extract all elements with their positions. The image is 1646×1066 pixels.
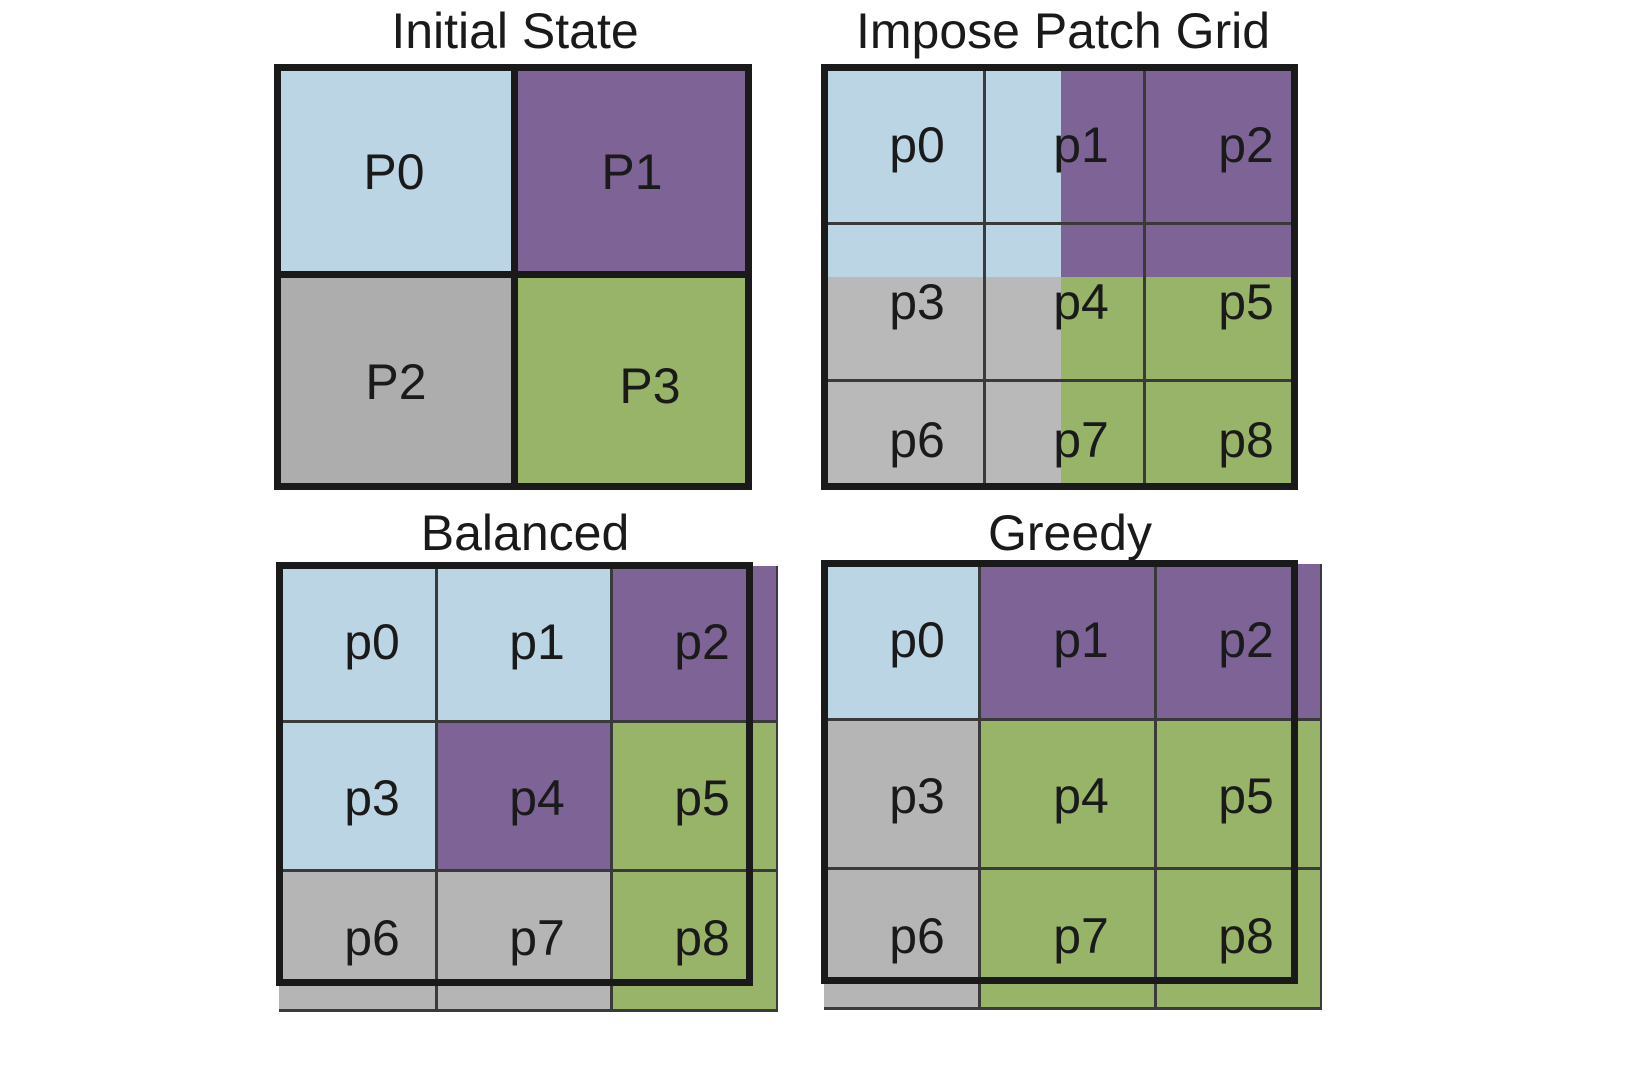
greedy-domain-frame xyxy=(821,560,1298,984)
impose-patch-grid-frame xyxy=(821,64,1298,490)
region-p1 xyxy=(1061,68,1294,277)
balanced-title: Balanced xyxy=(420,505,630,561)
patch-label-p2: p2 xyxy=(1218,117,1274,173)
initial-state-title: Initial State xyxy=(391,3,639,59)
balanced-patch-label-p2: p2 xyxy=(674,614,730,670)
patch-label-p0: p0 xyxy=(889,117,945,173)
balanced-patch-gridline-v1 xyxy=(435,566,438,1010)
greedy-patch-label-p0: p0 xyxy=(889,612,945,668)
impose-patch-grid-title: Impose Patch Grid xyxy=(855,3,1271,59)
balanced-patch-p7 xyxy=(436,870,611,1010)
partition-p3 xyxy=(515,275,748,487)
patch-gridline-v1 xyxy=(983,68,986,487)
patch-label-p7: p7 xyxy=(1053,412,1109,468)
greedy-patch-gridline-h2 xyxy=(824,867,1322,870)
greedy-patch-label-p4: p4 xyxy=(1053,768,1109,824)
patch-label-p4: p4 xyxy=(1053,274,1109,330)
greedy-patch-label-p2: p2 xyxy=(1218,612,1274,668)
balanced-patch-label-p3: p3 xyxy=(344,770,400,826)
greedy-patch-p6 xyxy=(824,868,979,1008)
initial-state-frame xyxy=(274,64,752,490)
region-p3 xyxy=(1061,277,1294,487)
balanced-patch-gridline-h3 xyxy=(279,1009,778,1012)
patch-gridline-h2 xyxy=(825,379,1294,382)
balanced-patch-label-p5: p5 xyxy=(674,770,730,826)
patch-gridline-v2 xyxy=(1143,68,1146,487)
balanced-patch-label-p4: p4 xyxy=(509,770,565,826)
balanced-patch-grid-edge xyxy=(776,566,778,1010)
greedy-title: Greedy xyxy=(988,505,1152,561)
balanced-patch-label-p8: p8 xyxy=(674,910,730,966)
patch-label-p6: p6 xyxy=(889,412,945,468)
balanced-patch-gridline-v2 xyxy=(610,566,613,1010)
greedy-patch-label-p6: p6 xyxy=(889,908,945,964)
partition-label-p0: P0 xyxy=(363,144,425,200)
greedy-patch-label-p7: p7 xyxy=(1053,908,1109,964)
partition-label-p3: P3 xyxy=(619,358,681,414)
balanced-patch-label-p7: p7 xyxy=(509,910,565,966)
greedy-patch-label-p5: p5 xyxy=(1218,768,1274,824)
partition-divider-horizontal xyxy=(277,271,748,278)
balanced-patch-p3 xyxy=(279,721,436,870)
balanced-patch-label-p6: p6 xyxy=(344,910,400,966)
region-p2 xyxy=(825,277,1061,487)
region-p0 xyxy=(825,68,1061,277)
partition-label-p1: P1 xyxy=(601,144,663,200)
balanced-patch-gridline-h1 xyxy=(279,720,778,723)
greedy-patch-gridline-v2 xyxy=(1154,564,1157,1008)
partition-label-p2: P2 xyxy=(365,354,427,410)
greedy-patch-gridline-h3 xyxy=(824,1007,1322,1010)
balanced-patch-label-p1: p1 xyxy=(509,614,565,670)
greedy-patch-p1 xyxy=(979,564,1155,719)
greedy-patch-label-p3: p3 xyxy=(889,768,945,824)
greedy-patch-grid-edge xyxy=(1320,564,1322,1008)
balanced-patch-label-p0: p0 xyxy=(344,614,400,670)
patch-gridline-h1 xyxy=(825,222,1294,225)
greedy-patch-p3 xyxy=(824,719,979,868)
patch-label-p1: p1 xyxy=(1053,117,1109,173)
greedy-patch-label-p8: p8 xyxy=(1218,908,1274,964)
balanced-patch-gridline-h2 xyxy=(279,869,778,872)
balanced-domain-frame xyxy=(276,562,753,986)
balanced-patch-p4 xyxy=(436,721,611,870)
patch-label-p3: p3 xyxy=(889,274,945,330)
balanced-patch-p0 xyxy=(279,566,436,721)
greedy-patch-p7 xyxy=(979,868,1155,1008)
greedy-patch-p4 xyxy=(979,719,1155,868)
greedy-patch-gridline-h1 xyxy=(824,718,1322,721)
greedy-patch-p0 xyxy=(824,564,979,719)
patch-label-p8: p8 xyxy=(1218,412,1274,468)
greedy-patch-label-p1: p1 xyxy=(1053,612,1109,668)
greedy-patch-gridline-v1 xyxy=(978,564,981,1008)
partition-p0 xyxy=(277,67,515,275)
partition-p2 xyxy=(277,275,515,487)
patch-label-p5: p5 xyxy=(1218,274,1274,330)
balanced-patch-p6 xyxy=(279,870,436,1010)
partition-p1 xyxy=(515,67,748,275)
balanced-patch-p1 xyxy=(436,566,611,721)
